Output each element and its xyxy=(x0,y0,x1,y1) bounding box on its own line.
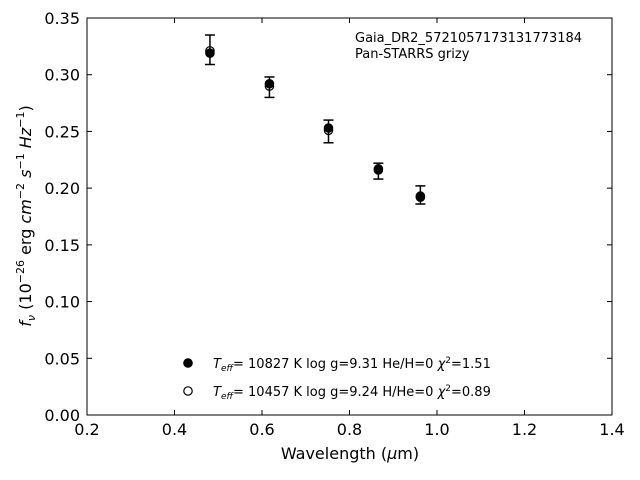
y-tick-label: 0.30 xyxy=(44,66,80,85)
marker-layer xyxy=(205,46,426,203)
annotation-survey: Pan-STARRS grizy xyxy=(355,47,470,62)
model-point-open xyxy=(323,125,334,136)
model-point-open xyxy=(264,81,275,91)
legend-marker-filled xyxy=(183,358,193,368)
y-tick-label: 0.35 xyxy=(44,9,80,28)
plot-area xyxy=(87,18,612,415)
legend: Teff= 10827 K log g=9.31 He/H=0 χ2=1.51 T… xyxy=(183,356,491,402)
y-tick-label: 0.15 xyxy=(44,236,80,255)
x-tick-label: 1.4 xyxy=(599,420,624,439)
model-point-open xyxy=(415,191,426,201)
legend-entry: Teff= 10827 K log g=9.31 He/H=0 χ2=1.51 xyxy=(183,356,491,374)
y-axis-label: fν (10−26 erg cm−2 s−1 Hz−1) xyxy=(14,105,38,326)
y-tick-label: 0.05 xyxy=(44,349,80,368)
x-axis-label: Wavelength (μm) xyxy=(281,444,419,463)
tick-layer: 0.2 0.4 0.6 0.8 1.0 1.2 1.4 0.00 0.05 0.10 0.15 0.2… xyxy=(44,9,624,439)
y-tick-label: 0.20 xyxy=(44,179,80,198)
x-tick-label: 0.2 xyxy=(74,420,99,439)
model-point-open xyxy=(373,165,384,175)
legend-label: Teff= 10827 K log g=9.31 He/H=0 χ2=1.51 xyxy=(213,356,491,374)
y-tick-label: 0.00 xyxy=(44,406,80,425)
x-tick-label: 1.0 xyxy=(424,420,449,439)
x-tick-label: 0.4 xyxy=(162,420,187,439)
x-tick-label: 0.8 xyxy=(337,420,362,439)
x-tick-label: 0.6 xyxy=(249,420,274,439)
model-point-open xyxy=(205,46,215,56)
legend-label: Teff= 10457 K log g=9.24 H/He=0 χ2=0.89 xyxy=(213,384,491,402)
axes-frame xyxy=(86,17,613,416)
annotation-object-id: Gaia_DR2_5721057173131773184 xyxy=(355,31,582,46)
y-tick-label: 0.25 xyxy=(44,122,80,141)
annotation: Gaia_DR2_5721057173131773184 Pan-STARRS … xyxy=(355,31,582,62)
x-tick-label: 1.2 xyxy=(512,420,537,439)
legend-entry: Teff= 10457 K log g=9.24 H/He=0 χ2=0.89 xyxy=(183,384,491,402)
legend-marker-open xyxy=(183,386,193,396)
y-tick-label: 0.10 xyxy=(44,293,80,312)
